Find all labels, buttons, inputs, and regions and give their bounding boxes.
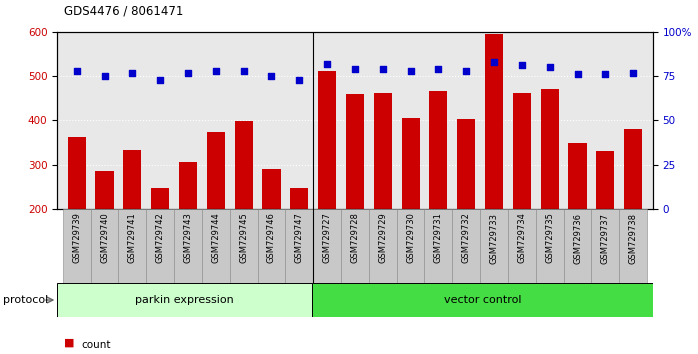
Point: [182, 70, 193, 75]
Point: [517, 63, 528, 68]
Bar: [401, 118, 419, 209]
Bar: [313, 283, 653, 317]
FancyBboxPatch shape: [480, 209, 508, 283]
FancyBboxPatch shape: [313, 209, 341, 283]
Point: [461, 68, 472, 74]
Text: GSM729738: GSM729738: [629, 212, 638, 264]
Bar: [151, 188, 169, 209]
FancyBboxPatch shape: [508, 209, 536, 283]
Bar: [96, 171, 114, 209]
Text: GSM729743: GSM729743: [184, 212, 193, 263]
Bar: [68, 137, 86, 209]
Text: GSM729729: GSM729729: [378, 212, 387, 263]
FancyBboxPatch shape: [174, 209, 202, 283]
Point: [600, 72, 611, 77]
Bar: [624, 129, 642, 209]
Bar: [179, 162, 197, 209]
Bar: [124, 150, 142, 209]
FancyBboxPatch shape: [63, 209, 91, 283]
FancyBboxPatch shape: [563, 209, 591, 283]
FancyBboxPatch shape: [591, 209, 619, 283]
Bar: [207, 132, 225, 209]
Bar: [262, 169, 281, 209]
Point: [350, 66, 361, 72]
FancyBboxPatch shape: [619, 209, 647, 283]
Text: GSM729737: GSM729737: [601, 212, 610, 264]
Bar: [346, 94, 364, 209]
Bar: [318, 71, 336, 209]
FancyBboxPatch shape: [369, 209, 396, 283]
Text: protocol: protocol: [3, 295, 49, 305]
Bar: [457, 119, 475, 209]
Text: count: count: [82, 340, 111, 350]
Text: GSM729745: GSM729745: [239, 212, 248, 263]
Text: GDS4476 / 8061471: GDS4476 / 8061471: [64, 5, 184, 18]
Text: GSM729733: GSM729733: [489, 212, 498, 264]
Bar: [596, 151, 614, 209]
Text: GSM729747: GSM729747: [295, 212, 304, 263]
FancyBboxPatch shape: [341, 209, 369, 283]
Point: [71, 68, 82, 74]
Text: GSM729741: GSM729741: [128, 212, 137, 263]
FancyBboxPatch shape: [258, 209, 285, 283]
Point: [489, 59, 500, 65]
FancyBboxPatch shape: [202, 209, 230, 283]
Point: [628, 70, 639, 75]
Text: GSM729735: GSM729735: [545, 212, 554, 263]
Text: ■: ■: [64, 337, 78, 347]
Point: [266, 73, 277, 79]
Text: GSM729731: GSM729731: [434, 212, 443, 263]
Bar: [513, 93, 531, 209]
FancyBboxPatch shape: [536, 209, 563, 283]
Text: GSM729734: GSM729734: [517, 212, 526, 263]
Text: GSM729732: GSM729732: [461, 212, 470, 263]
FancyBboxPatch shape: [91, 209, 119, 283]
Point: [405, 68, 416, 74]
Point: [127, 70, 138, 75]
Text: GSM729739: GSM729739: [72, 212, 81, 263]
Point: [154, 77, 165, 82]
Text: GSM729730: GSM729730: [406, 212, 415, 263]
Point: [572, 72, 583, 77]
Text: vector control: vector control: [444, 295, 521, 305]
Text: GSM729744: GSM729744: [211, 212, 221, 263]
FancyBboxPatch shape: [230, 209, 258, 283]
Point: [210, 68, 221, 74]
Text: GSM729728: GSM729728: [350, 212, 359, 263]
Point: [544, 64, 556, 70]
Point: [294, 77, 305, 82]
Bar: [429, 91, 447, 209]
Bar: [485, 34, 503, 209]
Bar: [235, 121, 253, 209]
Text: parkin expression: parkin expression: [135, 295, 235, 305]
Bar: [373, 93, 392, 209]
FancyBboxPatch shape: [452, 209, 480, 283]
FancyBboxPatch shape: [119, 209, 147, 283]
FancyBboxPatch shape: [147, 209, 174, 283]
Text: GSM729736: GSM729736: [573, 212, 582, 264]
Text: GSM729746: GSM729746: [267, 212, 276, 263]
Bar: [541, 88, 558, 209]
Text: GSM729727: GSM729727: [322, 212, 332, 263]
Point: [99, 73, 110, 79]
Bar: [290, 188, 309, 209]
FancyBboxPatch shape: [285, 209, 313, 283]
Text: GSM729742: GSM729742: [156, 212, 165, 263]
Point: [433, 66, 444, 72]
Bar: [57, 283, 313, 317]
Point: [377, 66, 388, 72]
Bar: [568, 143, 586, 209]
FancyBboxPatch shape: [396, 209, 424, 283]
Text: GSM729740: GSM729740: [100, 212, 109, 263]
Point: [322, 61, 333, 67]
FancyBboxPatch shape: [424, 209, 452, 283]
Point: [238, 68, 249, 74]
